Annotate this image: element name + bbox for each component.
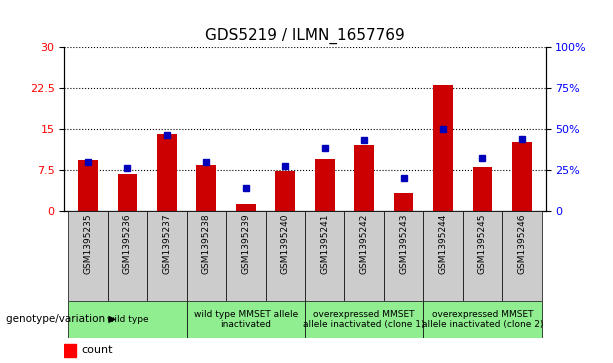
Bar	[305, 211, 345, 301]
Text: GSM1395238: GSM1395238	[202, 213, 211, 274]
Bar	[147, 211, 186, 301]
Bar	[68, 301, 186, 338]
Text: overexpressed MMSET
allele inactivated (clone 2): overexpressed MMSET allele inactivated (…	[422, 310, 543, 329]
Bar	[502, 211, 542, 301]
Text: genotype/variation ▶: genotype/variation ▶	[6, 314, 116, 325]
Text: count: count	[81, 345, 113, 355]
Bar	[157, 134, 177, 211]
Bar	[108, 211, 147, 301]
Bar	[305, 301, 424, 338]
Text: GSM1395245: GSM1395245	[478, 213, 487, 274]
Bar	[186, 301, 305, 338]
Bar	[64, 344, 77, 357]
Bar	[354, 145, 374, 211]
Text: GSM1395246: GSM1395246	[517, 213, 527, 274]
Bar	[265, 211, 305, 301]
Bar	[315, 159, 335, 211]
Bar	[424, 211, 463, 301]
Bar	[226, 211, 265, 301]
Text: wild type: wild type	[107, 315, 148, 324]
Text: GSM1395235: GSM1395235	[83, 213, 93, 274]
Bar	[463, 211, 502, 301]
Bar	[275, 171, 295, 211]
Title: GDS5219 / ILMN_1657769: GDS5219 / ILMN_1657769	[205, 28, 405, 44]
Text: GSM1395239: GSM1395239	[242, 213, 250, 274]
Bar	[473, 167, 492, 211]
Text: GSM1395242: GSM1395242	[360, 213, 368, 274]
Bar	[236, 204, 256, 211]
Bar	[394, 193, 413, 211]
Bar	[186, 211, 226, 301]
Text: GSM1395244: GSM1395244	[438, 213, 447, 274]
Text: wild type MMSET allele
inactivated: wild type MMSET allele inactivated	[194, 310, 298, 329]
Bar	[78, 160, 98, 211]
Bar	[118, 174, 137, 211]
Bar	[68, 211, 108, 301]
Text: overexpressed MMSET
allele inactivated (clone 1): overexpressed MMSET allele inactivated (…	[303, 310, 425, 329]
Bar	[197, 165, 216, 211]
Text: GSM1395241: GSM1395241	[320, 213, 329, 274]
Bar	[345, 211, 384, 301]
Bar	[512, 142, 531, 211]
Text: GSM1395237: GSM1395237	[162, 213, 172, 274]
Text: GSM1395236: GSM1395236	[123, 213, 132, 274]
Text: GSM1395243: GSM1395243	[399, 213, 408, 274]
Bar	[424, 301, 542, 338]
Bar	[433, 85, 453, 211]
Text: GSM1395240: GSM1395240	[281, 213, 290, 274]
Bar	[384, 211, 424, 301]
